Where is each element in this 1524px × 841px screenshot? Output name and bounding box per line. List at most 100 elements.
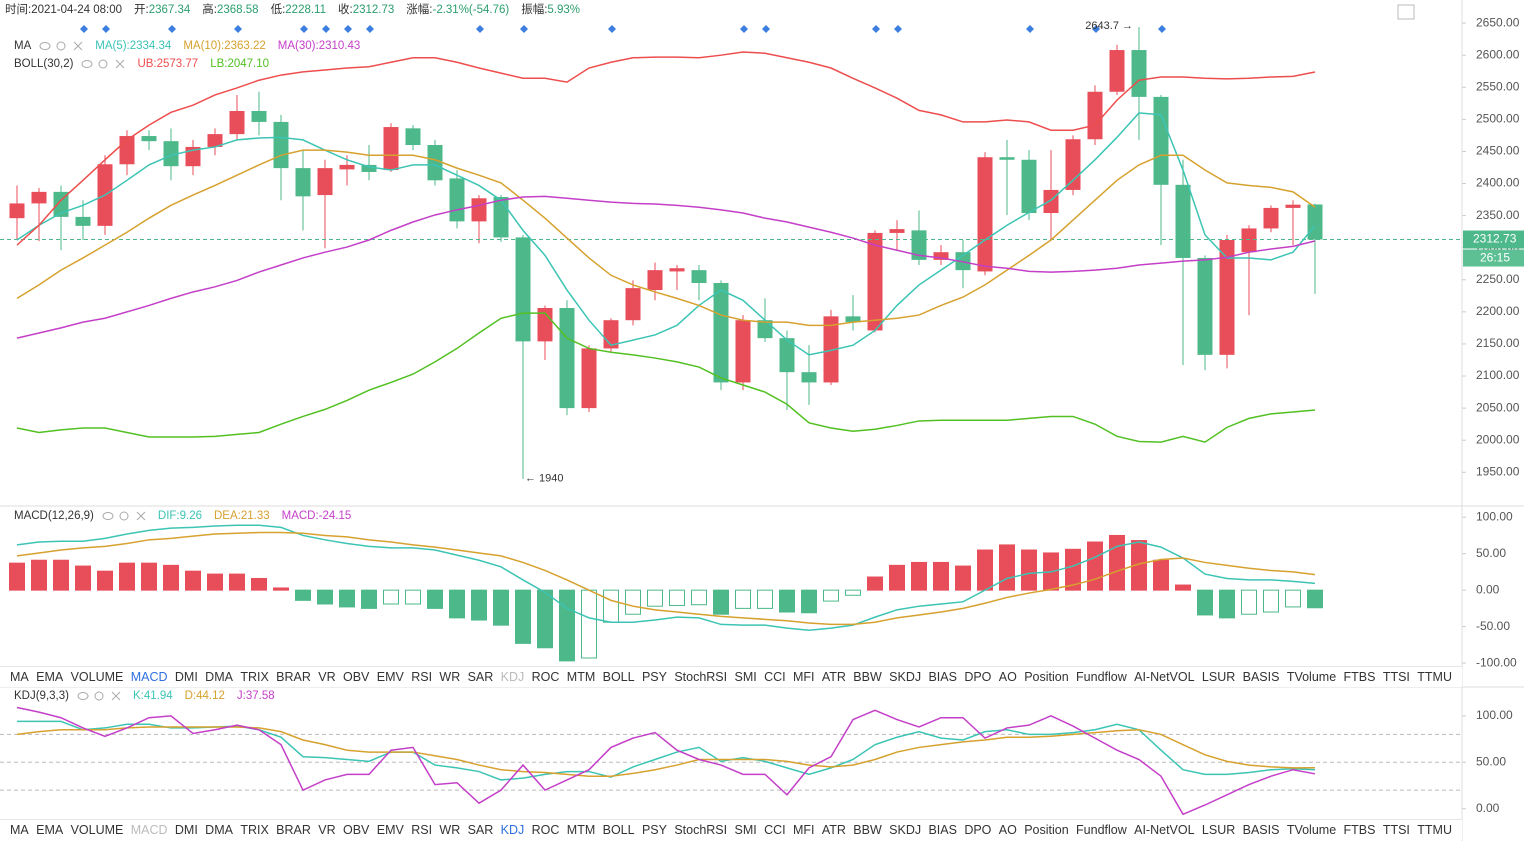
tab[interactable]: LSUR: [1201, 670, 1236, 684]
y-tick-label: 2600.00: [1476, 47, 1520, 61]
tab[interactable]: AI-NetVOL: [1134, 823, 1195, 837]
tab[interactable]: Fundflow: [1076, 823, 1127, 837]
tab[interactable]: TRIX: [240, 823, 269, 837]
tab[interactable]: BOLL: [602, 670, 635, 684]
tab[interactable]: SAR: [467, 670, 494, 684]
tab[interactable]: ATR: [821, 823, 846, 837]
tab[interactable]: Fundflow: [1076, 670, 1127, 684]
tab[interactable]: BBW: [853, 670, 882, 684]
tab[interactable]: StochRSI: [674, 823, 728, 837]
tab[interactable]: MFI: [792, 823, 815, 837]
tab[interactable]: RSI: [411, 823, 433, 837]
header-label: 涨幅:: [406, 4, 433, 16]
tab[interactable]: DPO: [964, 670, 992, 684]
tab[interactable]: AO: [998, 670, 1017, 684]
tab[interactable]: BIAS: [928, 670, 957, 684]
legend-item: MA(30):2310.43: [277, 40, 361, 52]
tab[interactable]: EMA: [36, 823, 64, 837]
tab[interactable]: OBV: [342, 670, 370, 684]
tab[interactable]: FTBS: [1343, 823, 1376, 837]
indicator-icons[interactable]: [102, 510, 148, 522]
candle-body: [295, 168, 311, 197]
tab[interactable]: PSY: [641, 670, 667, 684]
tab[interactable]: BASIS: [1242, 670, 1280, 684]
tab[interactable]: TTSI: [1382, 823, 1410, 837]
tab[interactable]: Position: [1024, 823, 1069, 837]
tab[interactable]: KDJ: [500, 823, 525, 837]
tab[interactable]: StochRSI: [674, 670, 728, 684]
tab[interactable]: TRIX: [240, 670, 269, 684]
tab[interactable]: DMI: [174, 670, 198, 684]
tab[interactable]: TVolume: [1286, 670, 1337, 684]
tab[interactable]: MFI: [792, 670, 815, 684]
tab[interactable]: Position: [1024, 670, 1069, 684]
tab[interactable]: SMI: [734, 670, 757, 684]
tab[interactable]: DMA: [205, 823, 233, 837]
macd-bar: [1197, 589, 1213, 616]
tab[interactable]: MACD: [130, 823, 168, 837]
tab[interactable]: DMA: [205, 670, 233, 684]
tab[interactable]: OBV: [342, 823, 370, 837]
y-tick-label: -100.00: [1476, 655, 1517, 669]
tab[interactable]: TVolume: [1286, 823, 1337, 837]
tab[interactable]: MA: [10, 823, 29, 837]
indicator-line: [16, 51, 1316, 246]
tab[interactable]: EMV: [376, 823, 404, 837]
candle-body: [779, 338, 795, 373]
tab[interactable]: WR: [439, 670, 461, 684]
tab[interactable]: BOLL: [602, 823, 635, 837]
header-value: 2228.11: [285, 4, 326, 16]
tab[interactable]: ROC: [531, 823, 560, 837]
tab[interactable]: ROC: [531, 670, 560, 684]
header-item: 收:2312.73: [338, 1, 394, 17]
tab[interactable]: PSY: [641, 823, 667, 837]
y-tick-label: 2400.00: [1476, 176, 1520, 190]
macd-bar: [1131, 540, 1147, 591]
tab[interactable]: CCI: [764, 823, 786, 837]
tab[interactable]: WR: [439, 823, 461, 837]
tab[interactable]: VOLUME: [70, 670, 124, 684]
tab[interactable]: TTSI: [1382, 670, 1410, 684]
tab[interactable]: BRAR: [276, 670, 311, 684]
tab[interactable]: MTM: [566, 670, 596, 684]
tab[interactable]: MACD: [130, 670, 168, 684]
tab[interactable]: TTMU: [1417, 670, 1452, 684]
tab[interactable]: ATR: [821, 670, 846, 684]
tab[interactable]: BASIS: [1242, 823, 1280, 837]
tab[interactable]: SMI: [734, 823, 757, 837]
tab[interactable]: CCI: [764, 670, 786, 684]
tab[interactable]: SKDJ: [889, 823, 922, 837]
tab[interactable]: EMA: [36, 670, 64, 684]
indicator-icons[interactable]: [39, 40, 85, 52]
tab[interactable]: KDJ: [500, 670, 525, 684]
legend-item: D:44.12: [184, 690, 225, 702]
tab[interactable]: SAR: [467, 823, 494, 837]
tab[interactable]: EMV: [376, 670, 404, 684]
tab[interactable]: TTMU: [1417, 823, 1452, 837]
tab[interactable]: BRAR: [276, 823, 311, 837]
tab[interactable]: FTBS: [1343, 670, 1376, 684]
macd-bar: [581, 589, 597, 659]
indicator-icons[interactable]: [77, 690, 123, 702]
tab[interactable]: AO: [998, 823, 1017, 837]
legend-item: DIF:9.26: [157, 510, 202, 522]
tab[interactable]: DMI: [174, 823, 198, 837]
y-tick-label: 2000.00: [1476, 432, 1520, 446]
tab[interactable]: DPO: [964, 823, 992, 837]
tab[interactable]: BIAS: [928, 823, 957, 837]
tab[interactable]: AI-NetVOL: [1134, 670, 1195, 684]
tab[interactable]: RSI: [411, 670, 433, 684]
indicator-icons[interactable]: [81, 58, 127, 70]
tab[interactable]: SKDJ: [889, 670, 922, 684]
tab[interactable]: VR: [318, 823, 336, 837]
tab[interactable]: MA: [10, 670, 29, 684]
candle-body: [669, 268, 685, 272]
screenshot-icon[interactable]: [1397, 4, 1415, 20]
legend-row: KDJ(9,3,3) K:41.94 D:44.12 J:37.58: [14, 688, 287, 704]
tab[interactable]: MTM: [566, 823, 596, 837]
candle-body: [427, 145, 443, 181]
tab[interactable]: LSUR: [1201, 823, 1236, 837]
tab[interactable]: BBW: [853, 823, 882, 837]
tab[interactable]: VOLUME: [70, 823, 124, 837]
tab[interactable]: VR: [318, 670, 336, 684]
